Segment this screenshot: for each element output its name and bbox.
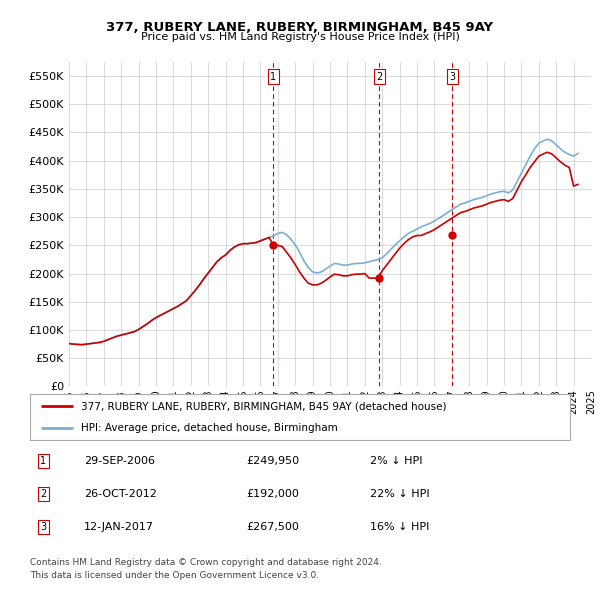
Text: HPI: Average price, detached house, Birmingham: HPI: Average price, detached house, Birm… — [82, 423, 338, 433]
FancyBboxPatch shape — [30, 394, 570, 440]
Text: 29-SEP-2006: 29-SEP-2006 — [84, 456, 155, 466]
Text: 3: 3 — [449, 71, 455, 81]
Text: 12-JAN-2017: 12-JAN-2017 — [84, 522, 154, 532]
Text: This data is licensed under the Open Government Licence v3.0.: This data is licensed under the Open Gov… — [30, 571, 319, 579]
Text: 2: 2 — [40, 489, 47, 499]
Text: £267,500: £267,500 — [246, 522, 299, 532]
Text: 22% ↓ HPI: 22% ↓ HPI — [370, 489, 430, 499]
Text: 2: 2 — [376, 71, 382, 81]
Text: 16% ↓ HPI: 16% ↓ HPI — [370, 522, 430, 532]
Text: 1: 1 — [271, 71, 277, 81]
Text: £192,000: £192,000 — [246, 489, 299, 499]
Text: £249,950: £249,950 — [246, 456, 299, 466]
Text: 377, RUBERY LANE, RUBERY, BIRMINGHAM, B45 9AY: 377, RUBERY LANE, RUBERY, BIRMINGHAM, B4… — [106, 21, 494, 34]
Text: Contains HM Land Registry data © Crown copyright and database right 2024.: Contains HM Land Registry data © Crown c… — [30, 558, 382, 566]
Text: Price paid vs. HM Land Registry's House Price Index (HPI): Price paid vs. HM Land Registry's House … — [140, 32, 460, 42]
Text: 1: 1 — [40, 456, 47, 466]
Text: 3: 3 — [40, 522, 47, 532]
Text: 26-OCT-2012: 26-OCT-2012 — [84, 489, 157, 499]
Text: 2% ↓ HPI: 2% ↓ HPI — [370, 456, 422, 466]
Text: 377, RUBERY LANE, RUBERY, BIRMINGHAM, B45 9AY (detached house): 377, RUBERY LANE, RUBERY, BIRMINGHAM, B4… — [82, 401, 447, 411]
